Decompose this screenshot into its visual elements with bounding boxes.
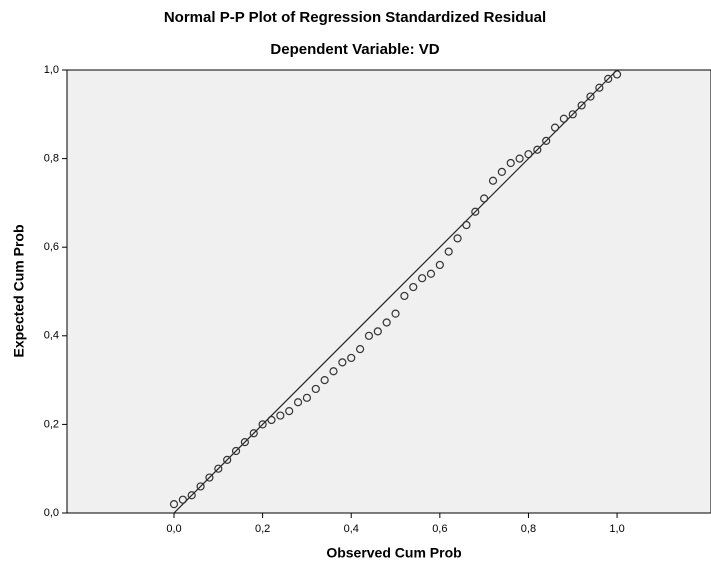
point [293, 398, 303, 407]
point [187, 491, 196, 500]
point [320, 376, 329, 385]
point [391, 309, 400, 318]
x-tick-label: 0,4 [344, 523, 359, 535]
point [444, 247, 453, 256]
point [595, 83, 604, 92]
x-tick-label: 0,8 [521, 523, 536, 535]
x-axis-title: Observed Cum Prob [326, 545, 461, 561]
point [240, 438, 249, 447]
point [488, 176, 498, 185]
point [426, 269, 436, 278]
point [258, 420, 267, 429]
y-axis-title: Expected Cum Prob [11, 224, 27, 357]
point [223, 455, 232, 464]
point [285, 407, 294, 416]
point [267, 415, 276, 425]
y-tick-label: 0,0 [44, 507, 59, 519]
y-tick-label: 0,6 [44, 241, 59, 253]
point [568, 110, 577, 119]
point [533, 145, 542, 154]
point [612, 70, 622, 79]
point [586, 92, 595, 101]
point [462, 220, 471, 230]
point [205, 473, 214, 482]
plot-area [66, 69, 711, 514]
point [382, 318, 391, 327]
point [196, 482, 205, 491]
point [302, 393, 312, 402]
point [249, 429, 258, 438]
point [409, 282, 418, 292]
x-tick-label: 0,0 [166, 523, 181, 535]
point [231, 446, 241, 456]
chart-title: Normal P-P Plot of Regression Standardiz… [164, 9, 546, 26]
point [329, 367, 338, 376]
point [400, 291, 409, 301]
point [559, 114, 569, 123]
point [453, 234, 462, 243]
x-tick-label: 0,6 [432, 523, 447, 535]
y-tick-label: 0,8 [44, 153, 59, 165]
point [178, 495, 187, 504]
reference-line [173, 69, 618, 514]
point [471, 207, 480, 216]
chart-subtitle: Dependent Variable: VD [270, 41, 439, 58]
y-tick-label: 1,0 [44, 64, 59, 76]
point [276, 411, 285, 420]
point [355, 344, 365, 354]
point [364, 331, 374, 340]
x-tick-label: 0,2 [255, 523, 270, 535]
point [347, 353, 356, 363]
y-tick-label: 0,2 [44, 418, 59, 430]
point [604, 74, 613, 83]
point [435, 260, 444, 270]
point [480, 194, 489, 203]
point [214, 464, 223, 473]
point [524, 150, 533, 159]
point [506, 158, 515, 168]
point [550, 123, 560, 132]
y-tick-label: 0,4 [44, 330, 59, 342]
point [497, 167, 506, 176]
point [338, 358, 347, 367]
point [373, 327, 382, 336]
x-tick-label: 1,0 [609, 523, 624, 535]
point [311, 384, 320, 394]
point [418, 274, 427, 283]
point [542, 136, 551, 145]
point [515, 154, 524, 163]
point [577, 101, 586, 110]
point [169, 500, 179, 509]
